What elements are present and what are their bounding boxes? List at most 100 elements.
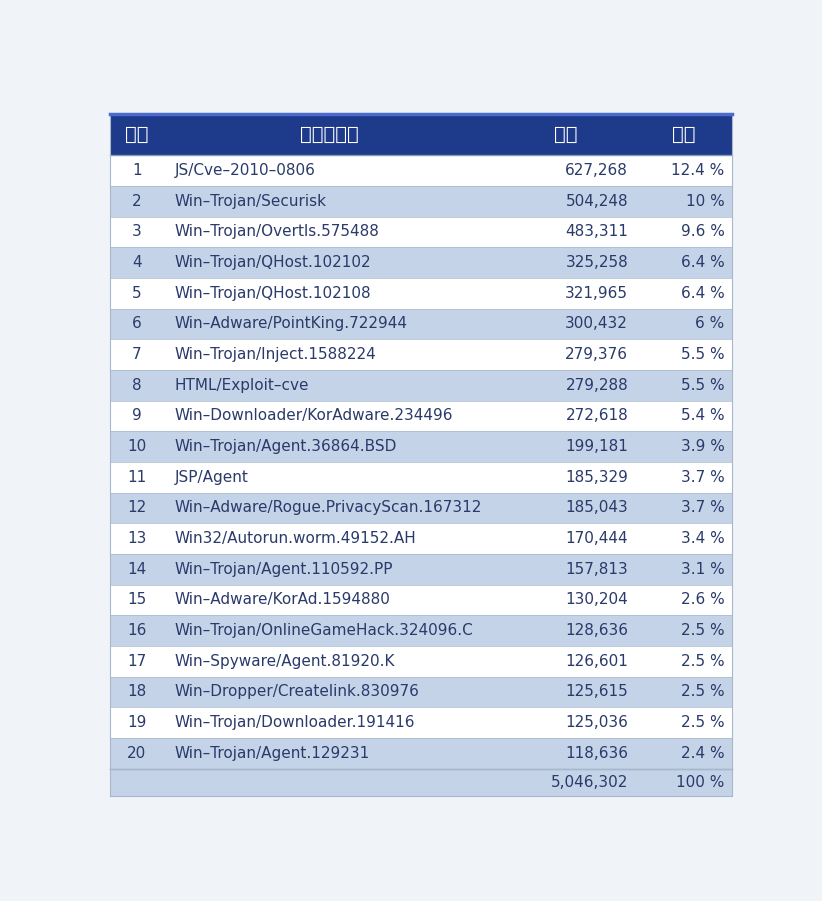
Bar	[496, 554, 635, 585]
Text: Win–Trojan/Downloader.191416: Win–Trojan/Downloader.191416	[175, 715, 415, 730]
Text: 11: 11	[127, 469, 146, 485]
Text: 2.4 %: 2.4 %	[681, 746, 724, 760]
Bar	[164, 247, 496, 278]
Bar	[110, 340, 164, 370]
Bar	[164, 707, 496, 738]
Text: 118,636: 118,636	[566, 746, 628, 760]
Text: 5.5 %: 5.5 %	[681, 347, 724, 362]
Bar	[496, 738, 635, 769]
Bar	[164, 114, 496, 155]
Text: 483,311: 483,311	[566, 224, 628, 240]
Text: 18: 18	[127, 685, 146, 699]
Bar	[635, 216, 732, 247]
Text: 16: 16	[127, 623, 146, 638]
Bar	[110, 769, 164, 796]
Bar	[635, 186, 732, 216]
Bar	[635, 677, 732, 707]
Bar	[164, 401, 496, 432]
Text: 6: 6	[132, 316, 141, 332]
Text: 185,329: 185,329	[566, 469, 628, 485]
Text: Win32/Autorun.worm.49152.AH: Win32/Autorun.worm.49152.AH	[175, 531, 417, 546]
Text: Win–Downloader/KorAdware.234496: Win–Downloader/KorAdware.234496	[175, 408, 453, 423]
Text: Win–Trojan/Overtls.575488: Win–Trojan/Overtls.575488	[175, 224, 380, 240]
Text: 100 %: 100 %	[677, 775, 724, 790]
Bar	[164, 370, 496, 401]
Text: 1: 1	[132, 163, 141, 178]
Text: 627,268: 627,268	[566, 163, 628, 178]
Text: 10: 10	[127, 439, 146, 454]
Bar	[110, 432, 164, 462]
Text: 악성코드명: 악성코드명	[300, 125, 359, 144]
Bar	[496, 769, 635, 796]
Bar	[635, 432, 732, 462]
Bar	[496, 340, 635, 370]
Bar	[496, 432, 635, 462]
Bar	[110, 309, 164, 340]
Bar	[110, 155, 164, 186]
Text: 8: 8	[132, 378, 141, 393]
Bar	[164, 615, 496, 646]
Bar	[110, 585, 164, 615]
Bar	[110, 738, 164, 769]
Bar	[110, 523, 164, 554]
Text: 157,813: 157,813	[566, 561, 628, 577]
Bar	[164, 432, 496, 462]
Text: 19: 19	[127, 715, 146, 730]
Bar	[635, 585, 732, 615]
Bar	[635, 646, 732, 677]
Text: Win–Trojan/Agent.36864.BSD: Win–Trojan/Agent.36864.BSD	[175, 439, 397, 454]
Text: JSP/Agent: JSP/Agent	[175, 469, 248, 485]
Text: 건수: 건수	[554, 125, 578, 144]
Text: 9: 9	[132, 408, 141, 423]
Text: 2: 2	[132, 194, 141, 209]
Text: 126,601: 126,601	[566, 654, 628, 669]
Text: 300,432: 300,432	[566, 316, 628, 332]
Text: 185,043: 185,043	[566, 500, 628, 515]
Text: 4: 4	[132, 255, 141, 270]
Bar	[496, 493, 635, 523]
Text: 13: 13	[127, 531, 146, 546]
Bar	[110, 554, 164, 585]
Text: HTML/Exploit–cve: HTML/Exploit–cve	[175, 378, 309, 393]
Bar	[496, 707, 635, 738]
Text: 3.7 %: 3.7 %	[681, 500, 724, 515]
Bar	[496, 462, 635, 493]
Bar	[164, 646, 496, 677]
Bar	[164, 677, 496, 707]
Text: 279,288: 279,288	[566, 378, 628, 393]
Text: Win–Trojan/Agent.129231: Win–Trojan/Agent.129231	[175, 746, 370, 760]
Bar	[496, 615, 635, 646]
Text: 3.7 %: 3.7 %	[681, 469, 724, 485]
Bar	[496, 585, 635, 615]
Bar	[635, 401, 732, 432]
Text: 15: 15	[127, 593, 146, 607]
Text: 3.4 %: 3.4 %	[681, 531, 724, 546]
Bar	[110, 247, 164, 278]
Text: 125,036: 125,036	[566, 715, 628, 730]
Text: Win–Trojan/Inject.1588224: Win–Trojan/Inject.1588224	[175, 347, 376, 362]
Bar	[635, 738, 732, 769]
Bar	[164, 462, 496, 493]
Bar	[110, 114, 164, 155]
Bar	[496, 401, 635, 432]
Bar	[110, 370, 164, 401]
Bar	[110, 216, 164, 247]
Text: 5.4 %: 5.4 %	[681, 408, 724, 423]
Bar	[164, 738, 496, 769]
Text: 325,258: 325,258	[566, 255, 628, 270]
Text: 12: 12	[127, 500, 146, 515]
Text: 6.4 %: 6.4 %	[681, 255, 724, 270]
Bar	[110, 677, 164, 707]
Bar	[110, 186, 164, 216]
Text: 279,376: 279,376	[566, 347, 628, 362]
Bar	[164, 278, 496, 309]
Text: 17: 17	[127, 654, 146, 669]
Bar	[496, 155, 635, 186]
Bar	[635, 247, 732, 278]
Text: Win–Adware/Rogue.PrivacyScan.167312: Win–Adware/Rogue.PrivacyScan.167312	[175, 500, 482, 515]
Text: 170,444: 170,444	[566, 531, 628, 546]
Text: 5,046,302: 5,046,302	[551, 775, 628, 790]
Bar	[635, 615, 732, 646]
Bar	[635, 707, 732, 738]
Bar	[635, 462, 732, 493]
